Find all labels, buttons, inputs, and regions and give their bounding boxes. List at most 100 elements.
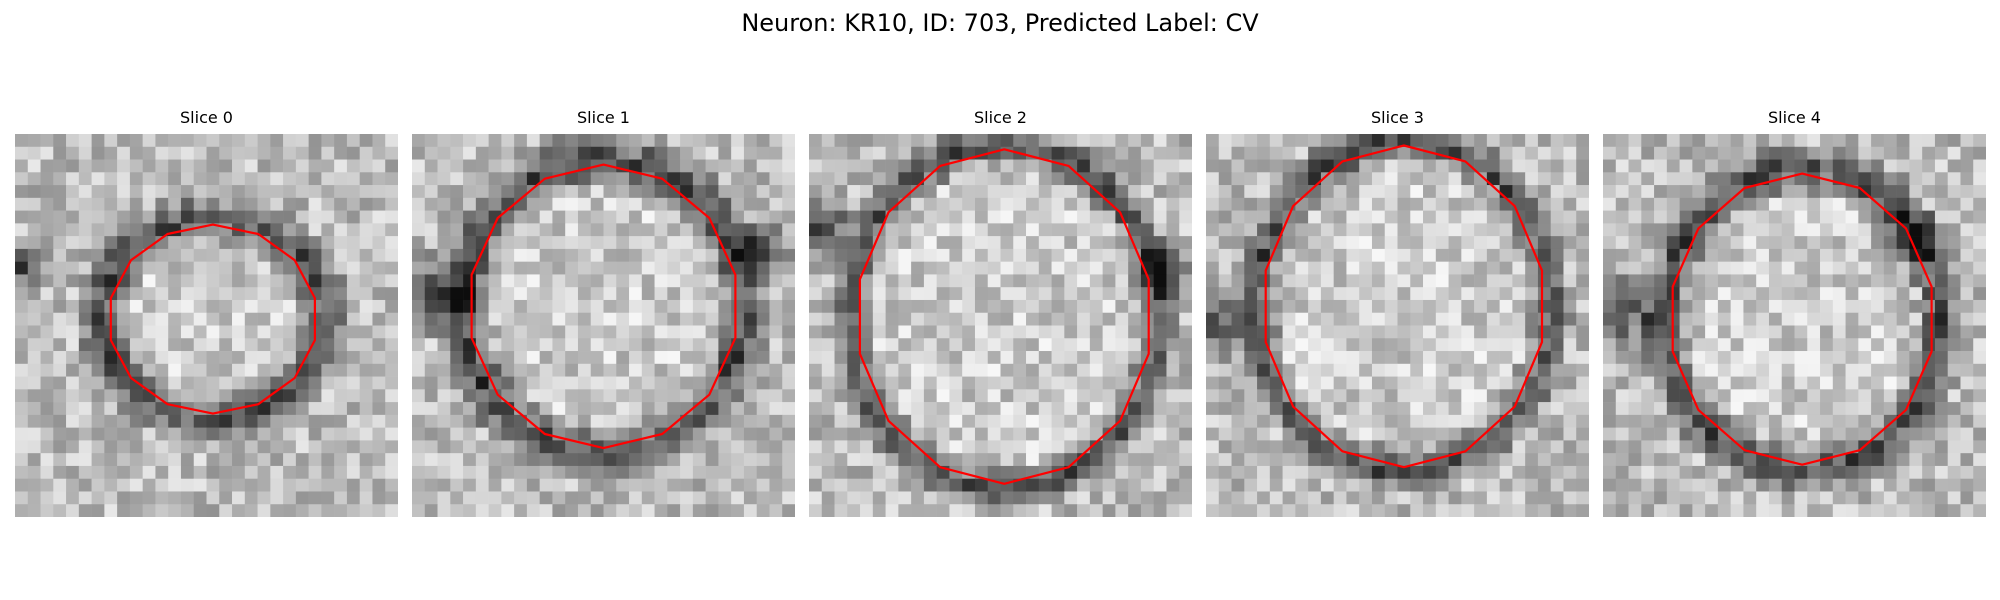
image-pixel bbox=[1563, 274, 1577, 288]
image-pixel bbox=[1550, 159, 1564, 173]
image-pixel bbox=[155, 440, 169, 454]
image-pixel bbox=[809, 210, 823, 224]
image-pixel bbox=[40, 274, 54, 288]
image-pixel bbox=[1628, 325, 1642, 339]
image-pixel bbox=[1320, 376, 1334, 390]
image-pixel bbox=[117, 414, 131, 428]
image-pixel bbox=[1934, 172, 1948, 186]
image-pixel bbox=[1231, 440, 1245, 454]
image-pixel bbox=[974, 261, 989, 275]
image-pixel bbox=[15, 159, 29, 173]
image-pixel bbox=[1026, 223, 1040, 237]
image-pixel bbox=[936, 363, 950, 377]
image-pixel bbox=[1166, 299, 1180, 314]
image-pixel bbox=[1871, 312, 1885, 326]
image-pixel bbox=[1512, 402, 1526, 416]
image-pixel bbox=[283, 414, 297, 428]
image-pixel bbox=[1115, 261, 1129, 275]
image-pixel bbox=[1244, 440, 1258, 454]
image-pixel bbox=[1089, 363, 1103, 377]
image-pixel bbox=[590, 134, 604, 148]
image-pixel bbox=[923, 491, 937, 505]
image-pixel bbox=[1282, 287, 1296, 301]
image-pixel bbox=[1026, 185, 1040, 199]
image-pixel bbox=[1320, 465, 1334, 479]
image-pixel bbox=[680, 210, 694, 224]
image-pixel bbox=[168, 414, 182, 428]
image-pixel bbox=[1461, 210, 1475, 224]
image-pixel bbox=[705, 338, 719, 352]
image-pixel bbox=[359, 338, 373, 352]
image-pixel bbox=[168, 236, 182, 250]
image-pixel bbox=[1089, 299, 1103, 314]
image-pixel bbox=[1666, 453, 1680, 467]
image-pixel bbox=[283, 236, 297, 250]
image-pixel bbox=[27, 440, 41, 454]
image-pixel bbox=[911, 338, 925, 352]
image-pixel bbox=[346, 402, 360, 416]
image-pixel bbox=[1537, 146, 1551, 160]
image-pixel bbox=[1371, 363, 1386, 377]
image-pixel bbox=[1410, 351, 1424, 365]
image-pixel bbox=[1794, 236, 1808, 250]
image-pixel bbox=[923, 389, 937, 403]
image-pixel bbox=[1333, 402, 1347, 416]
image-pixel bbox=[1231, 159, 1245, 173]
image-pixel bbox=[654, 223, 668, 237]
image-pixel bbox=[1717, 210, 1731, 224]
image-pixel bbox=[1026, 299, 1040, 314]
image-pixel bbox=[334, 261, 348, 275]
image-pixel bbox=[1858, 248, 1872, 262]
image-pixel bbox=[1845, 351, 1859, 365]
image-pixel bbox=[539, 197, 553, 211]
image-pixel bbox=[974, 248, 989, 262]
image-pixel bbox=[1896, 440, 1910, 454]
image-pixel bbox=[590, 465, 604, 479]
image-pixel bbox=[1781, 299, 1795, 314]
image-pixel bbox=[1371, 504, 1386, 517]
image-pixel bbox=[1064, 440, 1078, 454]
image-pixel bbox=[962, 236, 976, 250]
image-pixel bbox=[1730, 504, 1744, 517]
image-pixel bbox=[1077, 414, 1091, 428]
image-pixel bbox=[565, 504, 579, 517]
image-pixel bbox=[1883, 440, 1897, 454]
image-pixel bbox=[949, 312, 963, 326]
image-pixel bbox=[936, 504, 950, 517]
image-pixel bbox=[1346, 274, 1360, 288]
image-pixel bbox=[1397, 389, 1411, 403]
image-pixel bbox=[1730, 146, 1744, 160]
image-pixel bbox=[488, 274, 502, 288]
image-pixel bbox=[117, 248, 131, 262]
image-pixel bbox=[1576, 440, 1589, 454]
image-pixel bbox=[78, 312, 92, 326]
image-pixel bbox=[949, 299, 963, 314]
image-pixel bbox=[1832, 274, 1846, 288]
image-pixel bbox=[1115, 389, 1129, 403]
image-pixel bbox=[667, 248, 681, 262]
image-pixel bbox=[424, 351, 438, 365]
image-pixel bbox=[1077, 223, 1091, 237]
image-pixel bbox=[872, 325, 886, 339]
image-pixel bbox=[1077, 146, 1091, 160]
image-pixel bbox=[552, 312, 566, 326]
image-pixel bbox=[705, 491, 719, 505]
image-pixel bbox=[219, 504, 233, 517]
image-pixel bbox=[219, 274, 233, 288]
image-pixel bbox=[1218, 210, 1232, 224]
image-pixel bbox=[1218, 376, 1232, 390]
image-pixel bbox=[641, 376, 655, 390]
image-pixel bbox=[987, 491, 1001, 505]
image-pixel bbox=[475, 504, 489, 517]
image-pixel bbox=[962, 325, 976, 339]
image-pixel bbox=[1960, 376, 1974, 390]
image-pixel bbox=[1486, 376, 1500, 390]
image-pixel bbox=[1320, 338, 1334, 352]
image-pixel bbox=[1973, 376, 1986, 390]
image-pixel bbox=[1282, 465, 1296, 479]
image-pixel bbox=[1768, 185, 1783, 199]
image-pixel bbox=[1603, 389, 1617, 403]
image-pixel bbox=[1807, 185, 1821, 199]
image-pixel bbox=[1077, 427, 1091, 441]
image-pixel bbox=[1257, 261, 1271, 275]
